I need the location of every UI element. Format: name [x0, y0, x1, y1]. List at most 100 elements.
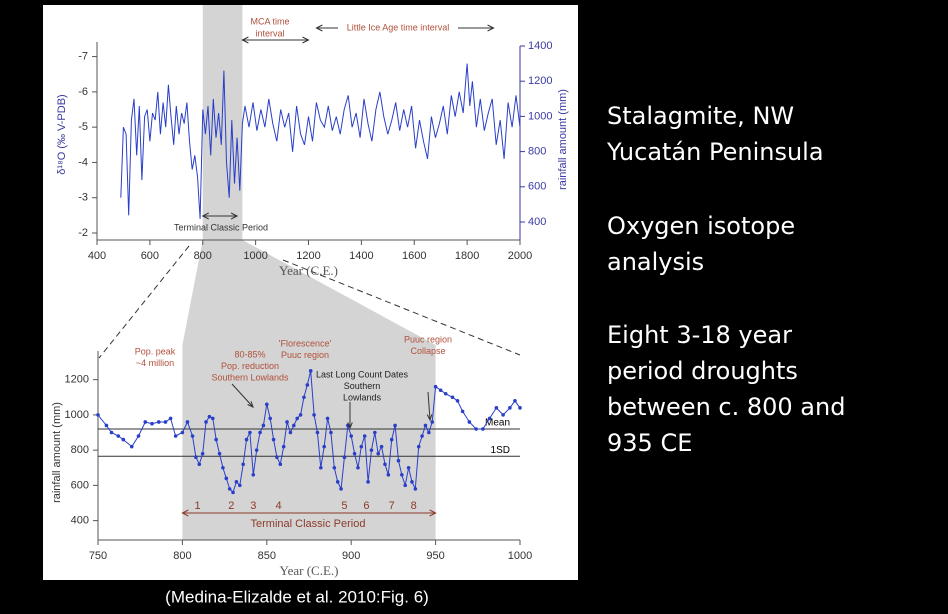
data-point: [474, 427, 478, 431]
data-point: [190, 434, 195, 438]
annotation: Southern Lowlands: [211, 372, 289, 382]
drought-label: 7: [389, 500, 395, 512]
data-point: [129, 444, 134, 449]
x-tick-label: 600: [141, 250, 159, 262]
data-point: [298, 413, 303, 417]
data-point: [383, 462, 387, 467]
data-point: [237, 483, 242, 488]
y2-tick-label: 400: [528, 216, 546, 228]
data-point: [373, 430, 377, 435]
y-axis-label: rainfall amount (mm): [51, 402, 63, 503]
drought-label: 3: [250, 500, 256, 512]
data-point: [194, 455, 198, 459]
pointer-head: [426, 414, 433, 422]
arrow-head: [302, 36, 310, 44]
data-point: [450, 395, 455, 400]
data-point: [366, 480, 370, 484]
drought-label: 5: [341, 500, 347, 512]
slide-text: 935 CE: [607, 429, 692, 457]
drought-label: 8: [411, 500, 417, 512]
data-point: [423, 423, 428, 428]
y-tick-label: 1200: [65, 374, 89, 386]
arrow-head: [201, 212, 209, 220]
data-point: [420, 434, 424, 438]
annotation: Last Long Count Dates: [316, 369, 409, 379]
arrow-head: [315, 24, 323, 32]
data-point: [136, 434, 141, 438]
data-point: [214, 437, 218, 442]
zoom-guide: [98, 245, 190, 359]
data-point: [455, 399, 460, 403]
data-point: [261, 423, 266, 428]
data-point: [305, 383, 310, 387]
data-point: [315, 430, 320, 435]
data-point: [518, 406, 522, 410]
data-point: [104, 423, 109, 428]
arrow-head: [429, 509, 437, 517]
data-point: [487, 416, 492, 421]
data-point: [325, 416, 330, 421]
slide-text: Oxygen isotope: [607, 212, 795, 240]
slide-text: Eight 3-18 year: [607, 321, 792, 349]
data-point: [319, 465, 323, 470]
x-tick-label: 2000: [508, 250, 532, 262]
drought-label: 2: [228, 500, 234, 512]
data-point: [460, 409, 465, 414]
data-point: [156, 420, 161, 424]
data-point: [332, 465, 337, 470]
drought-label: 1: [195, 500, 201, 512]
data-point: [217, 451, 222, 456]
data-point: [312, 413, 316, 417]
data-point: [227, 487, 232, 491]
data-point: [204, 420, 208, 424]
data-point: [410, 480, 414, 484]
data-point: [168, 416, 173, 421]
data-point: [362, 434, 367, 438]
annotation: Terminal Classic Period: [251, 518, 366, 530]
data-point: [430, 420, 435, 424]
y2-axis-label: rainfall amount (mm): [557, 89, 569, 190]
data-point: [221, 465, 225, 470]
data-point: [406, 465, 411, 470]
data-point: [356, 465, 360, 470]
data-point: [400, 473, 404, 477]
data-point: [295, 416, 299, 421]
data-point: [251, 473, 256, 477]
data-point: [143, 420, 148, 424]
data-point: [234, 480, 239, 484]
data-point: [185, 420, 190, 424]
data-point: [96, 413, 100, 417]
data-point: [389, 437, 394, 442]
data-point: [231, 490, 235, 495]
data-point: [386, 473, 391, 477]
data-point: [342, 455, 347, 459]
pointer: [427, 391, 431, 421]
data-line: [120, 63, 521, 219]
data-point: [393, 423, 397, 428]
y-tick-label: 400: [71, 515, 89, 527]
data-point: [121, 437, 126, 442]
data-point: [248, 430, 252, 435]
data-point: [244, 437, 249, 442]
y-tick-label: -5: [78, 121, 88, 133]
data-point: [376, 451, 381, 456]
slide-text: Yucatán Peninsula: [606, 138, 824, 166]
data-point: [403, 483, 408, 488]
y2-tick-label: 1000: [528, 110, 552, 122]
data-point: [241, 462, 245, 467]
annotation: MCA time: [250, 16, 289, 26]
data-point: [494, 406, 499, 410]
x-tick-label: 800: [194, 250, 212, 262]
data-point: [224, 476, 229, 481]
pointer-head: [247, 401, 254, 408]
x-tick-label: 1400: [349, 250, 373, 262]
data-point: [349, 434, 354, 438]
pointer: [231, 383, 254, 408]
data-point: [508, 406, 512, 410]
y2-tick-label: 1400: [528, 40, 552, 52]
annotation: Lowlands: [343, 392, 382, 402]
slide-text: period droughts: [607, 357, 798, 385]
highlight-connector: [182, 240, 436, 345]
data-point: [200, 451, 205, 456]
